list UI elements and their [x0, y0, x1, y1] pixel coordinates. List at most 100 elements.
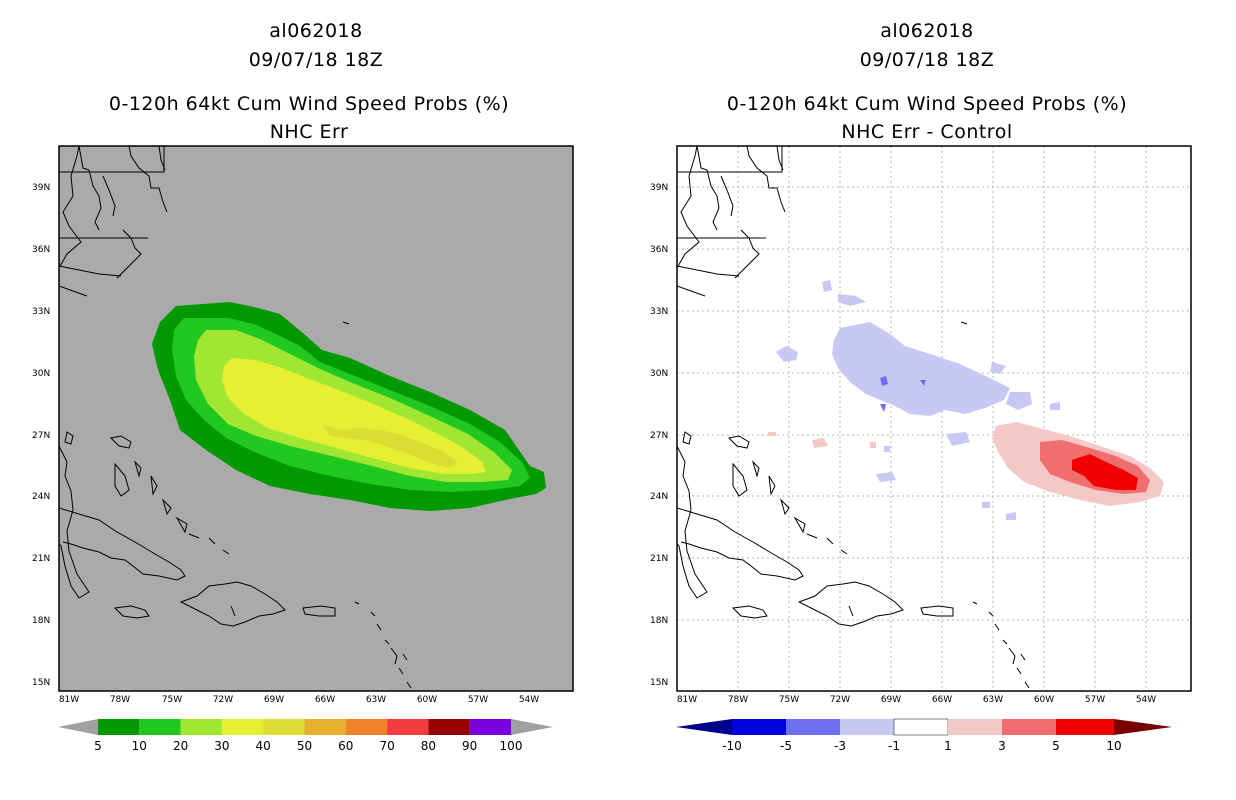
colorbar-label: 90: [462, 739, 477, 753]
map-background: [677, 146, 1191, 691]
lon-tick: 57W: [468, 695, 488, 705]
left-panel: al062018 09/07/18 18Z 0-120h 64kt Cum Wi…: [32, 20, 574, 753]
lat-tick: 30N: [32, 369, 50, 379]
lat-tick: 24N: [650, 492, 668, 502]
lat-ticks: 39N 36N 33N 30N 27N 24N 21N 18N 15N: [32, 183, 50, 688]
lon-tick: 75W: [779, 695, 799, 705]
storm-id-label: al062018: [269, 20, 362, 42]
lat-tick: 21N: [650, 554, 668, 564]
lon-tick: 63W: [366, 695, 386, 705]
lon-tick: 63W: [983, 695, 1003, 705]
colorbar-arrow-right: [1114, 719, 1172, 735]
panel-subtitle: NHC Err: [270, 121, 349, 143]
lon-ticks: 81W 78W 75W 72W 69W 66W 63W 60W 57W 54W: [59, 695, 539, 705]
colorbar-label: -3: [834, 739, 846, 753]
difference-contours: [677, 146, 1191, 691]
negative-anomaly-core: [880, 376, 926, 412]
map-area: [676, 145, 1192, 692]
colorbar-label: 3: [998, 739, 1006, 753]
lat-tick: 39N: [650, 183, 668, 193]
lon-tick: 72W: [213, 695, 233, 705]
colorbar-label: 10: [132, 739, 147, 753]
colorbar-label: 70: [379, 739, 394, 753]
lat-tick: 21N: [32, 554, 50, 564]
colorbar-label: -10: [722, 739, 742, 753]
colorbar-label: 5: [94, 739, 102, 753]
lon-tick: 72W: [830, 695, 850, 705]
lon-tick: 75W: [162, 695, 182, 705]
colorbar-label: 40: [256, 739, 271, 753]
colorbar-swatch: [732, 719, 786, 735]
lon-tick: 81W: [677, 695, 697, 705]
great-lakes-border: [677, 146, 783, 173]
lat-tick: 36N: [32, 245, 50, 255]
colorbar-label: 10: [1106, 739, 1121, 753]
colorbar-label: 50: [297, 739, 312, 753]
lat-tick: 36N: [650, 245, 668, 255]
colorbar-swatch: [1002, 719, 1056, 735]
lon-ticks: 81W 78W 75W 72W 69W 66W 63W 60W 57W 54W: [677, 695, 1156, 705]
colorbar-label: 100: [500, 739, 523, 753]
colorbar-swatch: [948, 719, 1002, 735]
lat-tick: 33N: [650, 307, 668, 317]
lon-tick: 54W: [519, 695, 539, 705]
colorbar-label: -5: [780, 739, 792, 753]
lon-tick: 60W: [417, 695, 437, 705]
lat-tick: 24N: [32, 492, 50, 502]
lon-tick: 57W: [1085, 695, 1105, 705]
colorbar-swatch: [840, 719, 894, 735]
colorbar-label: -1: [888, 739, 900, 753]
colorbar: 5 10 20 30 40 50 60 70 80 90 100: [58, 719, 553, 753]
positive-anomaly-5: [1072, 454, 1138, 490]
lat-tick: 15N: [32, 678, 50, 688]
colorbar-label: 80: [421, 739, 436, 753]
lon-tick: 78W: [110, 695, 130, 705]
lat-tick: 18N: [32, 616, 50, 626]
colorbar-swatch: [1056, 719, 1114, 735]
contour-40pct-speck: [314, 412, 322, 416]
lat-tick: 30N: [650, 369, 668, 379]
lon-tick: 81W: [59, 695, 79, 705]
map-frame: [58, 145, 574, 692]
lon-tick: 78W: [728, 695, 748, 705]
lat-ticks: 39N 36N 33N 30N 27N 24N 21N 18N 15N: [650, 183, 668, 688]
lat-tick: 27N: [650, 431, 668, 441]
colorbar-swatch: [469, 719, 511, 735]
lon-tick: 69W: [264, 695, 284, 705]
contour-40pct: [322, 424, 458, 468]
lon-tick: 66W: [315, 695, 335, 705]
colorbar: -10 -5 -3 -1 1 3 5 10: [676, 718, 1172, 753]
lon-tick: 66W: [932, 695, 952, 705]
colorbar-arrow-right: [511, 719, 553, 735]
colorbar-swatch: [180, 719, 222, 735]
gridlines: [677, 146, 1191, 691]
probability-contours: [59, 146, 546, 689]
colorbar-label: 30: [214, 739, 229, 753]
map-frame: [676, 145, 1192, 692]
product-title: 0-120h 64kt Cum Wind Speed Probs (%): [727, 93, 1127, 115]
colorbar-swatch: [221, 719, 264, 735]
colorbar-swatch: [139, 719, 181, 735]
lat-tick: 33N: [32, 307, 50, 317]
lat-tick: 18N: [650, 616, 668, 626]
panel-subtitle: NHC Err - Control: [841, 121, 1012, 143]
colorbar-swatch: [263, 719, 305, 735]
colorbar-swatch: [428, 719, 470, 735]
colorbar-swatch: [304, 719, 346, 735]
colorbar-label: 5: [1052, 739, 1060, 753]
map-area: [58, 145, 574, 692]
lat-tick: 39N: [32, 183, 50, 193]
lon-tick: 54W: [1136, 695, 1156, 705]
right-panel: al062018 09/07/18 18Z 0-120h 64kt Cum Wi…: [650, 20, 1192, 753]
colorbar-label: 60: [338, 739, 353, 753]
colorbar-label: 1: [944, 739, 952, 753]
lon-tick: 60W: [1034, 695, 1054, 705]
colorbar-arrow-left: [58, 719, 98, 735]
great-lakes-border: [59, 146, 165, 173]
lat-tick: 15N: [650, 678, 668, 688]
colorbar-swatch: [893, 718, 949, 736]
colorbar-swatch: [345, 719, 388, 735]
date-label: 09/07/18 18Z: [860, 49, 995, 71]
lon-tick: 69W: [881, 695, 901, 705]
product-title: 0-120h 64kt Cum Wind Speed Probs (%): [109, 93, 509, 115]
